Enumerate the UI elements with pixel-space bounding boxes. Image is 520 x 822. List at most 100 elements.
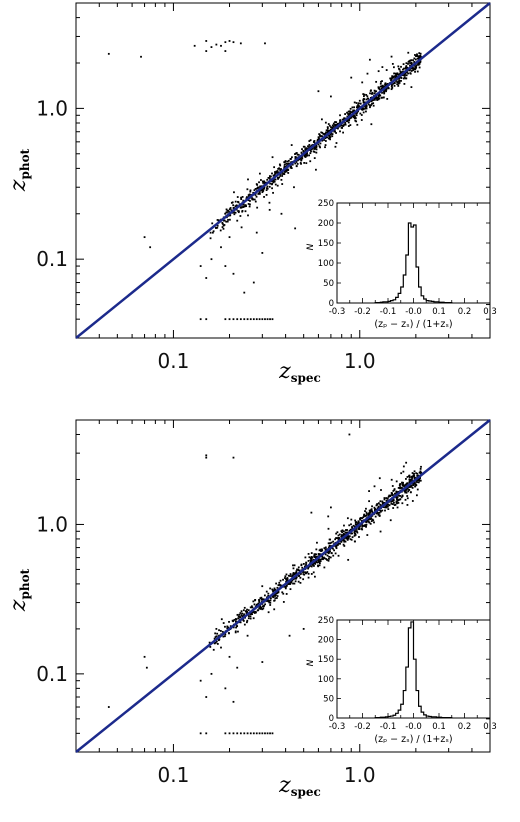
scatter-point	[240, 614, 243, 617]
scatter-point	[399, 486, 402, 489]
scatter-point	[413, 67, 416, 70]
scatter-point	[267, 177, 270, 179]
scatter-point	[234, 631, 237, 634]
scatter-point	[381, 80, 383, 82]
scatter-point	[378, 514, 381, 517]
scatter-point	[362, 111, 365, 114]
scatter-point	[396, 81, 399, 84]
scatter-point	[331, 126, 334, 129]
scatter-point	[374, 97, 377, 100]
scatter-point	[326, 127, 329, 130]
scatter-point	[267, 592, 270, 595]
scatter-point	[313, 148, 316, 150]
scatter-point	[341, 118, 344, 121]
scatter-point	[274, 178, 277, 181]
scatter-point	[397, 487, 400, 489]
scatter-point	[240, 196, 242, 199]
scatter-point	[233, 191, 235, 194]
scatter-point	[343, 539, 346, 542]
scatter-point	[401, 495, 404, 497]
scatter-point	[354, 519, 357, 522]
scatter-point	[285, 573, 288, 576]
scatter-point	[398, 67, 400, 70]
scatter-point	[193, 44, 196, 47]
scatter-point	[378, 511, 381, 514]
scatter-point	[224, 265, 227, 267]
scatter-point	[377, 513, 380, 516]
scatter-point	[277, 167, 280, 170]
scatter-point	[358, 528, 361, 531]
scatter-point	[335, 537, 337, 539]
scatter-point	[302, 573, 305, 576]
scatter-point	[251, 197, 254, 200]
scatter-point	[383, 90, 386, 92]
scatter-point	[400, 79, 402, 82]
scatter-point	[403, 74, 406, 77]
scatter-point	[395, 480, 398, 483]
scatter-point	[199, 265, 202, 267]
scatter-point	[340, 540, 343, 543]
scatter-point	[396, 83, 399, 86]
scatter-point	[309, 160, 312, 163]
scatter-point	[274, 171, 276, 173]
scatter-point	[268, 175, 271, 177]
scatter-point	[300, 151, 303, 154]
scatter-point	[266, 185, 269, 188]
scatter-point	[384, 83, 386, 86]
scatter-point	[403, 67, 405, 70]
scatter-point	[302, 627, 305, 630]
scatter-point	[380, 80, 382, 83]
inset-x-tick-label: -0.0	[405, 307, 422, 317]
x-axis-title-main: z	[278, 773, 291, 798]
scatter-point	[246, 188, 249, 191]
scatter-point	[307, 566, 310, 569]
scatter-point	[331, 124, 334, 127]
scatter-point	[408, 69, 411, 72]
scatter-point	[304, 571, 306, 574]
scatter-point	[360, 108, 363, 110]
scatter-point	[337, 534, 340, 537]
inset-x-tick-label: 0.2	[458, 307, 472, 317]
scatter-point	[416, 70, 419, 73]
scatter-point	[404, 491, 407, 494]
scatter-point	[222, 622, 225, 624]
scatter-point	[143, 655, 146, 658]
scatter-point	[417, 62, 420, 64]
scatter-point	[407, 62, 409, 65]
scatter-point	[396, 72, 399, 75]
scatter-point	[324, 553, 327, 556]
scatter-point	[349, 110, 352, 113]
scatter-point	[379, 530, 382, 533]
scatter-point	[381, 91, 383, 94]
scatter-point	[310, 573, 313, 575]
scatter-point	[386, 86, 389, 89]
scatter-point	[313, 556, 316, 558]
scatter-point	[262, 189, 264, 191]
scatter-point	[271, 732, 274, 735]
scatter-point	[205, 50, 208, 52]
scatter-point	[406, 497, 409, 500]
inset-y-tick-label: 250	[318, 616, 334, 626]
scatter-point	[261, 180, 264, 183]
scatter-point	[258, 732, 261, 735]
scatter-point	[242, 203, 245, 206]
inset-x-tick-label: 0.1	[432, 722, 446, 732]
scatter-point	[226, 627, 229, 630]
scatter-point	[390, 78, 393, 81]
scatter-point	[228, 211, 230, 213]
scatter-point	[316, 561, 319, 564]
scatter-point	[212, 648, 215, 651]
scatter-point	[307, 576, 310, 579]
scatter-point	[313, 565, 315, 567]
scatter-point	[387, 503, 390, 506]
scatter-point	[412, 69, 414, 72]
scatter-point	[339, 114, 341, 117]
inset-y-tick-label: 100	[318, 675, 334, 685]
scatter-point	[399, 495, 401, 497]
scatter-point	[393, 72, 396, 75]
scatter-point	[242, 619, 245, 621]
scatter-point	[417, 478, 420, 480]
scatter-point	[343, 545, 346, 547]
scatter-point	[245, 612, 248, 615]
scatter-point	[224, 50, 227, 52]
